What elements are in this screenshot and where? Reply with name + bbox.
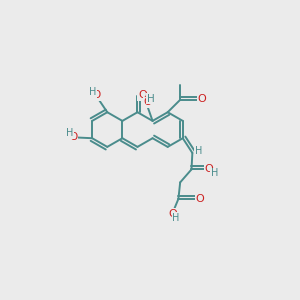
Text: H: H <box>211 168 218 178</box>
Text: O: O <box>168 209 177 219</box>
Text: O: O <box>138 90 147 100</box>
Text: O: O <box>197 94 206 104</box>
Text: H: H <box>147 94 155 104</box>
Text: H: H <box>172 213 180 223</box>
Text: H: H <box>89 87 96 97</box>
Text: O: O <box>92 90 100 100</box>
Text: O: O <box>70 132 78 142</box>
Text: O: O <box>143 97 152 107</box>
Text: O: O <box>205 164 214 174</box>
Text: H: H <box>66 128 74 138</box>
Text: O: O <box>195 194 204 204</box>
Text: H: H <box>195 146 202 156</box>
